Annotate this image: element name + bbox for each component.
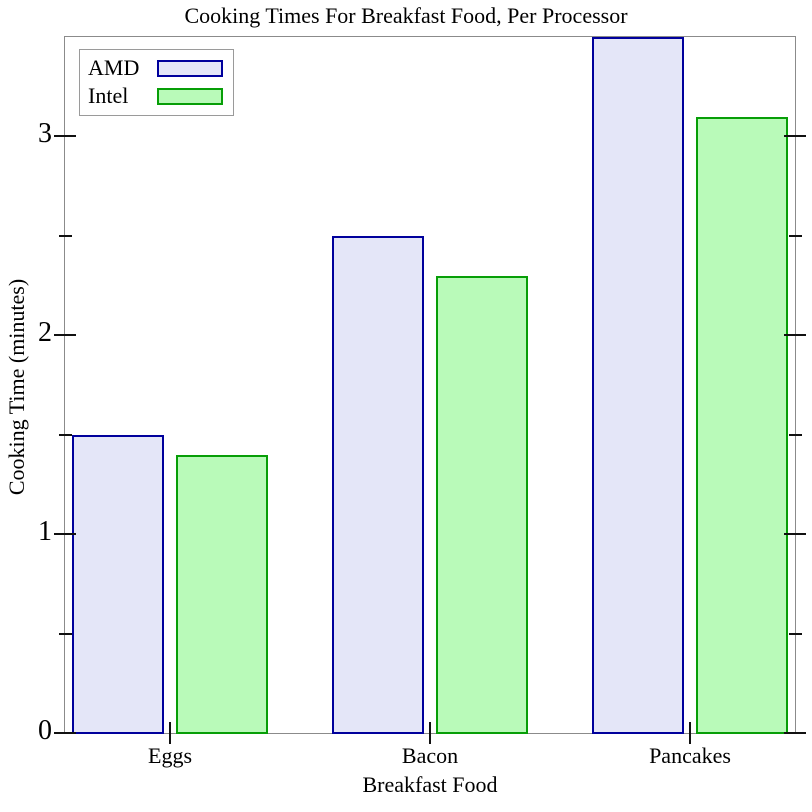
y-tick-label: 0: [38, 715, 52, 746]
legend-row-intel: Intel: [88, 82, 223, 110]
plot-area: [64, 36, 796, 734]
y-tick-right: [788, 633, 802, 635]
chart-title: Cooking Times For Breakfast Food, Per Pr…: [184, 3, 628, 28]
y-tick-left: [58, 235, 72, 237]
x-tick-bacon: [429, 722, 431, 744]
x-category-label-bacon: Bacon: [401, 743, 459, 768]
legend-label-intel: Intel: [88, 83, 129, 108]
bar-intel-pancakes: [696, 117, 788, 734]
bar-amd-pancakes: [592, 37, 684, 734]
y-tick-left: [54, 533, 76, 535]
x-tick-pancakes: [689, 722, 691, 744]
y-tick-right: [784, 732, 806, 734]
bar-intel-eggs: [176, 455, 268, 734]
y-tick-left: [54, 135, 76, 137]
x-category-label-pancakes: Pancakes: [649, 743, 731, 768]
x-tick-eggs: [169, 722, 171, 744]
y-tick-left: [54, 334, 76, 336]
y-tick-right: [784, 334, 806, 336]
y-tick-left: [58, 434, 72, 436]
y-tick-label: 3: [38, 118, 52, 149]
legend-label-amd: AMD: [88, 55, 140, 80]
x-axis-label: Breakfast Food: [362, 772, 498, 797]
x-category-label-eggs: Eggs: [148, 743, 192, 768]
y-tick-label: 2: [38, 317, 52, 348]
y-tick-right: [788, 434, 802, 436]
legend: AMD Intel: [79, 49, 234, 116]
legend-row-amd: AMD: [88, 54, 223, 82]
y-axis-label: Cooking Time (minutes): [4, 278, 29, 496]
y-tick-left: [54, 732, 76, 734]
bar-amd-eggs: [72, 435, 164, 734]
bar-amd-bacon: [332, 236, 424, 734]
y-tick-label: 1: [38, 516, 52, 547]
y-tick-right: [784, 135, 806, 137]
bar-intel-bacon: [436, 276, 528, 734]
y-tick-left: [58, 633, 72, 635]
y-tick-right: [788, 235, 802, 237]
legend-swatch-amd: [157, 59, 223, 77]
y-tick-right: [784, 533, 806, 535]
legend-swatch-intel: [157, 87, 223, 105]
